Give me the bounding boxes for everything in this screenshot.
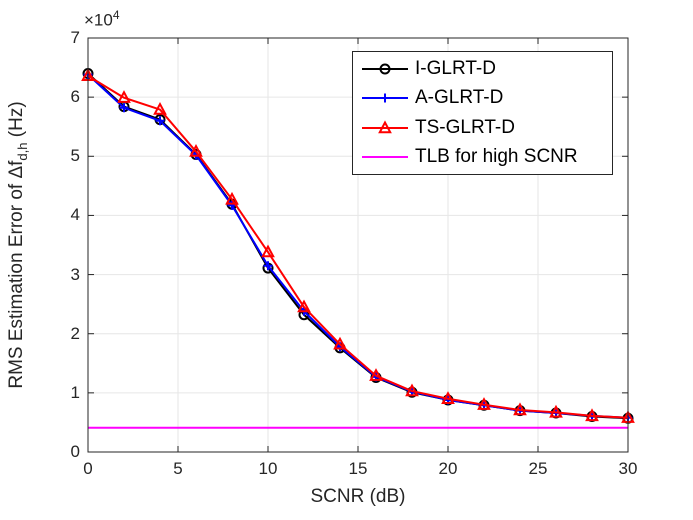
legend: I-GLRT-D A-GLRT-D TS-GLRT-D TLB for high SC… <box>352 51 613 175</box>
y-axis-label: RMS Estimation Error of Δfd,h (Hz) <box>6 38 30 452</box>
legend-item: I-GLRT-D <box>353 54 612 84</box>
legend-item: A-GLRT-D <box>353 84 612 114</box>
y-axis-label-prefix: RMS Estimation Error of Δf <box>6 160 27 389</box>
plus-marker-icon <box>362 93 408 103</box>
y-tick-label: 4 <box>70 205 80 225</box>
y-tick-label: 5 <box>70 146 80 166</box>
y-axis-label-subscript: d,h <box>14 142 30 161</box>
y-tick-label: 6 <box>70 87 80 107</box>
legend-item: TS-GLRT-D <box>353 113 612 143</box>
x-tick-label: 10 <box>258 459 278 478</box>
y-axis-exponent: ×104 <box>84 8 120 31</box>
y-tick-label: 3 <box>70 264 80 284</box>
legend-item-label: I-GLRT-D <box>415 57 496 79</box>
line-icon <box>362 156 408 159</box>
y-axis-label-suffix: (Hz) <box>6 101 27 143</box>
circle-marker-icon <box>362 63 408 75</box>
series-ts-glrt-d <box>81 68 635 423</box>
y-tick-label: 2 <box>70 323 80 343</box>
axes-box <box>87 37 629 453</box>
y-tick-label: 7 <box>70 28 80 47</box>
x-tick-label: 15 <box>348 459 368 478</box>
legend-item-label: TLB for high SCNR <box>415 146 578 168</box>
legend-item-label: A-GLRT-D <box>415 87 504 109</box>
legend-item-label: TS-GLRT-D <box>415 116 515 138</box>
x-tick-label: 20 <box>438 459 458 478</box>
y-tick-label: 0 <box>70 442 80 461</box>
y-axis-exponent-base: ×10 <box>84 10 113 30</box>
x-tick-label: 0 <box>83 459 93 478</box>
x-tick-label: 5 <box>173 459 183 478</box>
triangle-marker-icon <box>362 120 408 133</box>
x-tick-label: 30 <box>618 459 638 478</box>
legend-item: TLB for high SCNR <box>353 143 612 173</box>
x-tick-label: 25 <box>528 459 548 478</box>
y-axis-exponent-power: 4 <box>112 8 120 22</box>
y-tick-label: 1 <box>70 382 80 402</box>
x-axis-label: SCNR (dB) <box>310 486 406 507</box>
